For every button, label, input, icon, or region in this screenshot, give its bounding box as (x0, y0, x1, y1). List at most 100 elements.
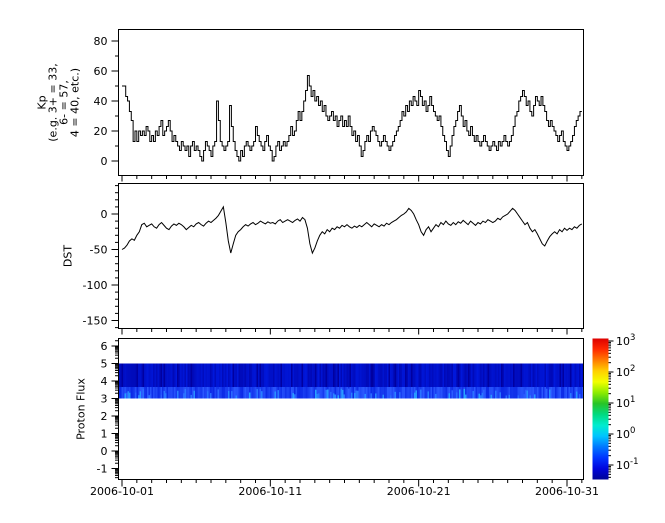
flux-column (289, 363, 291, 387)
flux-column (571, 387, 573, 399)
flux-column (244, 363, 246, 387)
flux-column (238, 387, 240, 399)
flux-column (229, 387, 231, 399)
flux-column (262, 363, 264, 387)
flux-column (157, 363, 159, 387)
flux-column (298, 363, 300, 387)
flux-column-streak (124, 393, 126, 399)
flux-column (285, 363, 287, 387)
flux-column (286, 387, 288, 399)
flux-column-streak (499, 392, 501, 399)
flux-column (559, 387, 561, 399)
flux-column (403, 387, 405, 399)
colorbar-ticks: 103 102 101 100 10-1 (608, 333, 638, 478)
flux-column-streak (351, 392, 353, 399)
flux-column (511, 387, 513, 399)
flux-column (313, 387, 315, 399)
flux-column (303, 387, 305, 399)
flux-column (403, 363, 405, 387)
proton-flux-band (118, 363, 584, 399)
flux-column-streak (483, 389, 485, 399)
x-tick-label-2: 2006-10-11 (238, 485, 302, 498)
flux-column (375, 363, 377, 387)
flux-column (228, 363, 230, 387)
flux-column (243, 363, 245, 387)
flux-column (252, 363, 254, 387)
flux-column (378, 387, 380, 399)
flux-column (532, 363, 534, 387)
flux-column (571, 363, 573, 387)
flux-column-streak (334, 394, 336, 399)
flux-column-streak (129, 392, 131, 399)
flux-column (223, 387, 225, 399)
flux-column (361, 363, 363, 387)
flux-column (562, 363, 564, 387)
flux-column (441, 387, 443, 399)
flux-column (336, 363, 338, 387)
flux-column (345, 387, 347, 399)
flux-column (384, 363, 386, 387)
flux-column-streak (382, 394, 384, 399)
flux-column (256, 363, 258, 387)
flux-column (492, 363, 494, 387)
flux-column (154, 363, 156, 387)
flux-column (142, 363, 144, 387)
flux-column (391, 387, 393, 399)
flux-column (145, 363, 147, 387)
flux-column (286, 363, 288, 387)
flux-column (388, 387, 390, 399)
flux-column (247, 387, 249, 399)
flux-column-streak (148, 395, 150, 399)
flux-column (337, 387, 339, 399)
flux-column (325, 363, 327, 387)
y-tick-label: 5 (101, 358, 108, 371)
flux-column (525, 363, 527, 387)
flux-column (399, 363, 401, 387)
flux-column (333, 363, 335, 387)
y-tick-label: 6 (101, 340, 108, 353)
flux-column (133, 387, 135, 399)
flux-column (448, 387, 450, 399)
flux-column (559, 363, 561, 387)
flux-column (198, 387, 200, 399)
flux-column (118, 387, 120, 399)
flux-column (135, 363, 137, 387)
flux-column (136, 363, 138, 387)
flux-column (390, 363, 392, 387)
flux-column (159, 387, 161, 399)
flux-column (438, 387, 440, 399)
flux-column (297, 387, 299, 399)
flux-column (534, 363, 536, 387)
flux-column-streak (478, 393, 480, 399)
flux-column (336, 387, 338, 399)
flux-column-streak (316, 393, 318, 399)
flux-column (501, 387, 503, 399)
flux-column (406, 387, 408, 399)
flux-column (517, 363, 519, 387)
y-tick-label: 0 (101, 445, 108, 458)
flux-column (156, 387, 158, 399)
flux-column (478, 363, 480, 387)
flux-column (429, 363, 431, 387)
flux-column (486, 363, 488, 387)
flux-column (181, 387, 183, 399)
flux-column (208, 363, 210, 387)
flux-column (301, 363, 303, 387)
flux-column (123, 363, 125, 387)
flux-column (123, 387, 125, 399)
flux-column (436, 363, 438, 387)
flux-column (402, 387, 404, 399)
flux-column (189, 363, 191, 387)
flux-column (340, 363, 342, 387)
flux-column (180, 387, 182, 399)
flux-column-streak (463, 388, 465, 399)
flux-column (529, 387, 531, 399)
flux-column (241, 363, 243, 387)
flux-column (295, 363, 297, 387)
flux-column (375, 387, 377, 399)
flux-column (423, 363, 425, 387)
flux-column (430, 387, 432, 399)
flux-column-streak (207, 391, 209, 399)
flux-column (213, 363, 215, 387)
